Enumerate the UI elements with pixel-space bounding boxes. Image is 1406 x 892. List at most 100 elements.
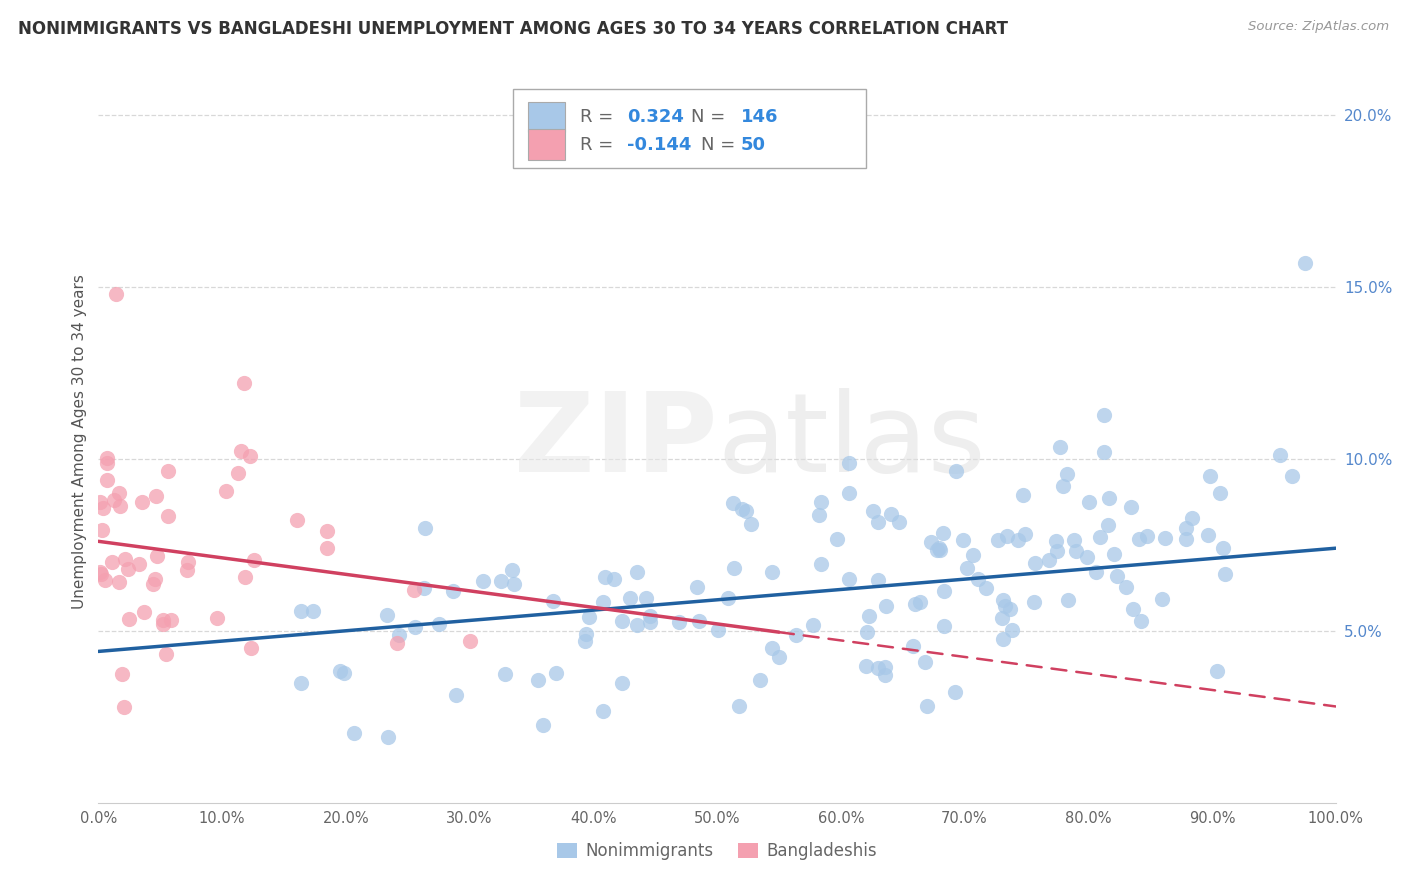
Point (1014, 526, 1036, 541)
Point (239, 449, 262, 463)
Point (928, 542, 950, 557)
Point (1281, 469, 1303, 483)
Point (945, 464, 967, 478)
Point (866, 516, 889, 530)
Point (1205, 664, 1227, 678)
Point (343, 726, 366, 740)
Point (1090, 530, 1112, 544)
Point (458, 634, 481, 648)
Point (91, 524, 114, 538)
Text: 0.324: 0.324 (627, 108, 683, 126)
Point (807, 508, 830, 522)
Point (838, 456, 860, 470)
Point (952, 533, 974, 548)
Point (991, 592, 1014, 607)
Point (810, 495, 832, 509)
Point (1046, 544, 1069, 558)
Point (1213, 567, 1236, 582)
Point (177, 555, 200, 569)
Point (226, 467, 249, 481)
Point (441, 584, 464, 599)
Point (728, 699, 751, 714)
Point (489, 574, 512, 588)
Point (103, 492, 125, 507)
Point (543, 594, 565, 608)
Point (723, 560, 745, 574)
Point (1122, 602, 1144, 616)
Point (1130, 614, 1153, 628)
Point (1136, 529, 1159, 543)
Point (1001, 623, 1024, 637)
Point (626, 565, 648, 579)
Point (578, 610, 600, 624)
Point (592, 704, 614, 718)
Point (1212, 541, 1234, 555)
Point (503, 577, 526, 591)
Point (90, 567, 112, 582)
Point (934, 619, 956, 633)
Point (207, 610, 229, 624)
Point (1024, 556, 1046, 570)
Point (688, 614, 710, 628)
Point (152, 617, 174, 632)
Point (145, 489, 167, 503)
Point (801, 617, 824, 632)
Point (233, 569, 256, 583)
Text: ZIP: ZIP (513, 388, 717, 495)
Point (731, 502, 754, 516)
Text: atlas: atlas (717, 388, 986, 495)
Point (866, 660, 889, 674)
Point (239, 640, 262, 655)
Point (1119, 500, 1142, 514)
Point (231, 444, 253, 458)
Point (316, 541, 339, 556)
Point (574, 633, 596, 648)
Point (112, 699, 135, 714)
Point (1098, 491, 1121, 505)
Point (1092, 445, 1115, 459)
Point (768, 649, 790, 664)
Point (142, 576, 165, 591)
Point (991, 611, 1014, 625)
Point (862, 504, 884, 518)
Point (1128, 532, 1150, 546)
Point (1197, 528, 1219, 542)
Point (1153, 531, 1175, 545)
Point (1208, 486, 1230, 500)
Point (157, 508, 180, 523)
Point (128, 558, 150, 572)
Point (415, 521, 437, 535)
Point (721, 496, 744, 510)
Point (156, 465, 179, 479)
Point (94, 573, 117, 587)
Point (108, 499, 131, 513)
Point (619, 591, 641, 606)
Point (943, 685, 966, 699)
Point (761, 641, 783, 656)
Point (1012, 488, 1035, 502)
Text: R =: R = (579, 136, 613, 153)
Text: N =: N = (702, 136, 735, 153)
Point (527, 673, 550, 688)
Point (146, 549, 169, 564)
Point (962, 548, 984, 562)
Point (375, 607, 398, 622)
Point (638, 615, 661, 630)
Point (316, 524, 339, 539)
Point (740, 517, 762, 532)
Point (1049, 440, 1071, 454)
Point (634, 591, 657, 605)
Point (994, 599, 1017, 614)
Point (685, 580, 707, 594)
Point (908, 595, 931, 609)
Point (610, 614, 633, 628)
Point (159, 614, 181, 628)
Point (1181, 511, 1204, 525)
Point (595, 570, 617, 584)
Point (387, 636, 409, 650)
Point (575, 627, 598, 641)
Point (117, 561, 139, 575)
Y-axis label: Unemployment Among Ages 30 to 34 years: Unemployment Among Ages 30 to 34 years (72, 274, 87, 609)
Point (131, 495, 153, 509)
Point (444, 688, 467, 702)
